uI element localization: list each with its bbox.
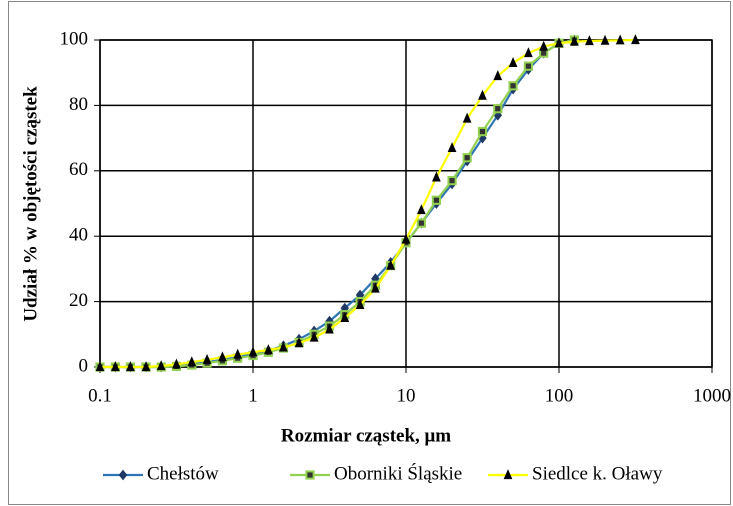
- marker: [416, 218, 426, 228]
- marker: [305, 470, 315, 480]
- marker: [156, 360, 166, 371]
- plot-frame: [99, 39, 713, 368]
- marker: [569, 35, 579, 46]
- marker: [340, 312, 350, 323]
- marker: [477, 126, 488, 137]
- marker: [524, 47, 533, 58]
- series: [95, 34, 640, 372]
- marker: [248, 346, 258, 357]
- marker: [585, 35, 594, 46]
- x-tick-label: 100: [545, 385, 574, 406]
- marker: [279, 341, 288, 352]
- x-tick-label: 10: [397, 385, 416, 406]
- marker: [462, 112, 472, 123]
- marker: [371, 282, 380, 293]
- marker: [233, 348, 243, 359]
- marker: [600, 34, 610, 45]
- marker: [493, 70, 503, 81]
- marker: [202, 353, 212, 364]
- x-tick-label: 0.1: [88, 385, 112, 406]
- marker: [110, 361, 120, 372]
- marker: [187, 356, 197, 367]
- marker: [401, 233, 411, 244]
- y-tick-label: 80: [69, 94, 88, 115]
- legend-label: Siedlce k. Oławy: [532, 463, 663, 484]
- marker: [432, 171, 441, 182]
- marker: [539, 40, 549, 51]
- marker: [218, 351, 227, 362]
- marker: [508, 81, 518, 91]
- x-axis-label: Rozmiar cząstek, μm: [281, 425, 451, 446]
- marker: [118, 469, 128, 481]
- marker: [478, 89, 487, 100]
- marker: [523, 61, 534, 71]
- y-axis-label: Udział % w objętości cząstek: [20, 86, 41, 322]
- y-tick-label: 0: [79, 355, 89, 376]
- marker: [503, 469, 513, 480]
- y-tick-label: 20: [69, 290, 88, 311]
- marker: [263, 344, 273, 355]
- marker: [325, 323, 334, 334]
- x-tick-label: 1: [248, 385, 258, 406]
- marker: [355, 299, 365, 309]
- marker: [508, 57, 518, 67]
- marker: [141, 361, 151, 372]
- legend-label: Chełstów: [147, 463, 219, 484]
- marker: [631, 34, 640, 45]
- marker: [294, 337, 304, 348]
- y-tick-label: 40: [69, 225, 88, 246]
- marker: [416, 204, 426, 215]
- marker: [126, 361, 135, 372]
- marker: [447, 176, 457, 186]
- marker: [462, 153, 472, 163]
- marker: [431, 195, 441, 205]
- y-tick-label: 100: [60, 28, 89, 49]
- marker: [386, 259, 396, 270]
- marker: [309, 331, 319, 342]
- marker: [554, 37, 564, 48]
- marker: [95, 361, 105, 372]
- marker: [493, 104, 503, 114]
- chart-border: [8, 1, 731, 505]
- marker: [172, 358, 181, 369]
- y-tick-label: 60: [69, 159, 88, 180]
- marker: [447, 142, 457, 153]
- marker: [615, 34, 625, 45]
- x-tick-label: 1000: [693, 385, 731, 406]
- legend-label: Oborniki Śląskie: [334, 462, 462, 484]
